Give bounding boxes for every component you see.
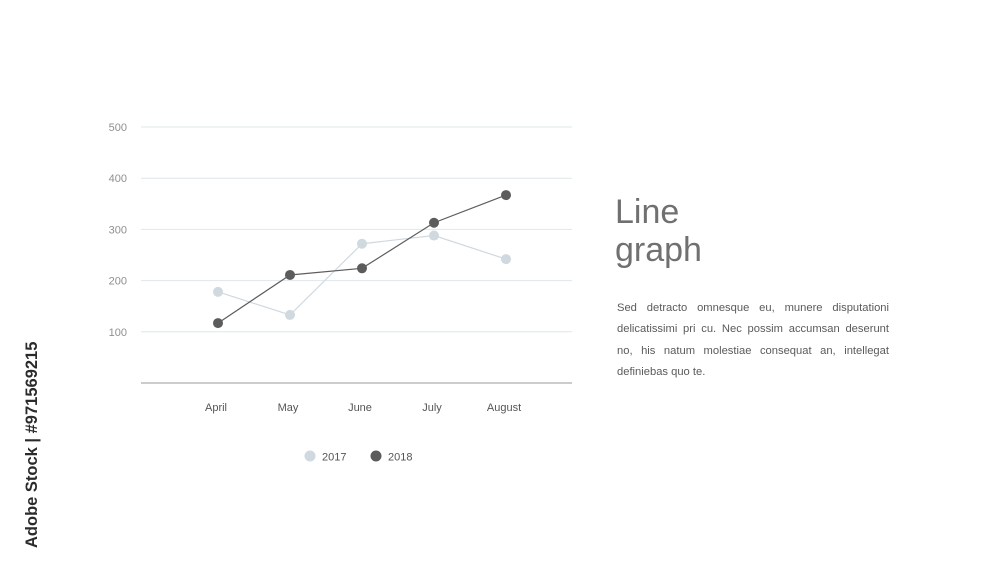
description-text: Sed detracto omnesque eu, munere disputa… (617, 302, 889, 378)
series-line-2018 (217, 194, 507, 324)
data-point-2017 (357, 238, 367, 249)
x-tick-label: April (205, 402, 227, 414)
data-point-2018 (357, 263, 367, 274)
data-point-2018 (429, 217, 439, 228)
data-point-2018 (501, 190, 511, 201)
data-point-2018 (213, 318, 223, 329)
chart-heading: Line graph (615, 193, 702, 269)
legend-label: 2018 (388, 452, 412, 464)
data-point-2018 (285, 269, 295, 280)
heading-line-1: Line (615, 193, 680, 231)
data-point-2017 (429, 230, 439, 241)
x-tick-label: June (348, 402, 372, 414)
y-tick-label: 100 (109, 327, 127, 339)
heading-line-2: graph (615, 231, 702, 269)
y-tick-label: 400 (109, 173, 127, 185)
series-lines (213, 190, 511, 329)
y-tick-label: 200 (109, 276, 127, 288)
legend-marker (370, 450, 382, 462)
x-tick-label: July (422, 402, 442, 414)
grid-lines (141, 126, 572, 333)
data-point-2017 (501, 254, 511, 265)
x-axis-ticks: April May June July August (205, 402, 521, 414)
y-axis-ticks: 500 400 300 200 100 (109, 122, 127, 339)
data-point-2017 (213, 286, 223, 297)
x-tick-label: August (487, 402, 521, 414)
data-point-2017 (285, 309, 295, 320)
legend-marker (304, 450, 316, 462)
x-tick-label: May (278, 402, 299, 414)
line-chart: 500 400 300 200 100 April May June July August 2… (109, 122, 572, 464)
y-tick-label: 500 (109, 122, 127, 134)
legend: 2017 2018 (304, 450, 412, 464)
y-tick-label: 300 (109, 224, 127, 236)
legend-label: 2017 (322, 452, 346, 464)
stock-credit-text: Adobe Stock | #971569215 (23, 341, 41, 548)
